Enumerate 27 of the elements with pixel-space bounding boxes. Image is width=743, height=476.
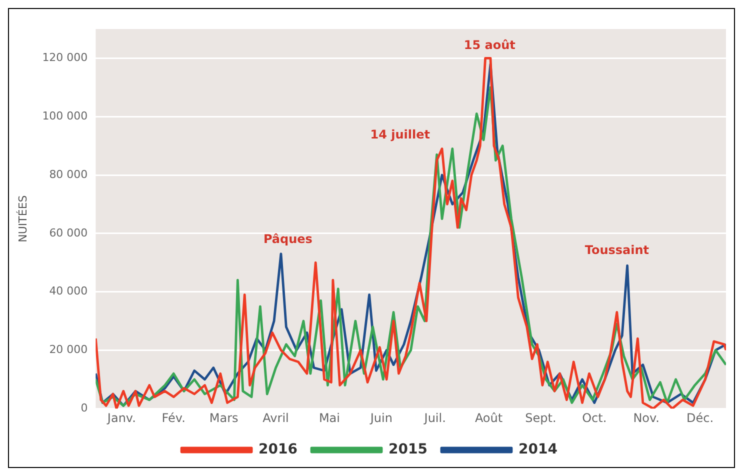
x-tick-label: Juin [369, 410, 392, 425]
legend-label: 2015 [388, 442, 428, 458]
x-tick-label: Avril [262, 410, 289, 425]
annotation: 14 juillet [370, 127, 430, 142]
legend-label: 2016 [258, 442, 298, 458]
x-tick-label: Mars [209, 410, 238, 425]
y-tick-label: 80 000 [49, 168, 88, 181]
y-tick-label: 40 000 [49, 284, 88, 298]
x-tick-label: Déc. [686, 410, 714, 425]
x-tick-label: Oct. [582, 410, 607, 425]
y-tick-label: 60 000 [49, 226, 88, 240]
x-tick-label: Fév. [162, 410, 186, 425]
x-tick-label: Nov. [633, 410, 660, 425]
annotation: Pâques [263, 232, 312, 246]
x-tick-label: Juil. [423, 410, 446, 425]
annotation: 15 août [464, 38, 516, 52]
y-tick-label: 120 000 [42, 51, 88, 64]
annotation: Toussaint [584, 243, 650, 258]
y-axis-title: NUITÉES [15, 195, 30, 242]
y-tick-label: 0 [80, 401, 88, 414]
x-tick-label: Janv. [106, 410, 136, 425]
x-tick-label: Mai [318, 410, 340, 425]
y-tick-label: 20 000 [49, 343, 88, 356]
x-tick-label: Sept. [525, 410, 556, 425]
legend-label: 2014 [518, 442, 558, 458]
x-tick-label: Août [474, 410, 503, 425]
y-tick-label: 100 000 [42, 109, 88, 122]
